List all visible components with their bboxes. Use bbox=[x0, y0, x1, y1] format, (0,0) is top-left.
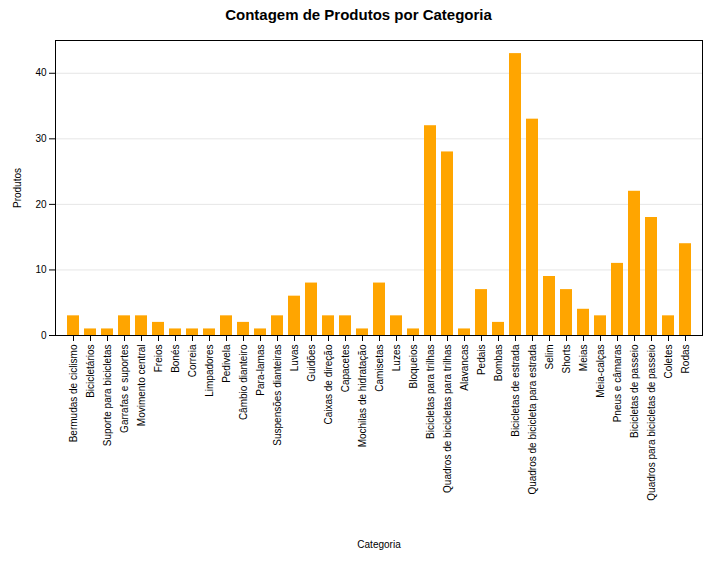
html-text:Contagem de Produtos por Categ: Contagem de Produtos por Categoria bbox=[225, 6, 492, 23]
svg-text:Suporte para bicicletas: Suporte para bicicletas bbox=[102, 345, 113, 447]
svg-text:Pneus e câmaras: Pneus e câmaras bbox=[612, 345, 623, 423]
svg-text:Limpadores: Limpadores bbox=[204, 345, 215, 397]
svg-text:20: 20 bbox=[35, 199, 47, 210]
svg-text:Bonés: Bonés bbox=[170, 345, 181, 373]
svg-text:0: 0 bbox=[41, 330, 47, 341]
svg-text:Luvas: Luvas bbox=[289, 345, 300, 372]
svg-text:40: 40 bbox=[35, 67, 47, 78]
svg-text:Garrafas e suportes: Garrafas e suportes bbox=[119, 345, 130, 433]
svg-text:30: 30 bbox=[35, 133, 47, 144]
svg-text:Pedais: Pedais bbox=[476, 345, 487, 376]
svg-text:Coletes: Coletes bbox=[663, 345, 674, 379]
svg-text:Produtos: Produtos bbox=[12, 168, 23, 208]
svg-text:Freios: Freios bbox=[153, 345, 164, 373]
svg-text:Bermudas de ciclismo: Bermudas de ciclismo bbox=[68, 344, 79, 442]
svg-text:Camisetas: Camisetas bbox=[374, 345, 385, 392]
svg-text:Correia: Correia bbox=[187, 344, 198, 377]
svg-text:Alavancas: Alavancas bbox=[459, 345, 470, 391]
svg-text:Bloqueios: Bloqueios bbox=[408, 345, 419, 389]
svg-text:Pedivela: Pedivela bbox=[221, 344, 232, 383]
svg-text:Luzes: Luzes bbox=[391, 345, 402, 372]
svg-text:Categoria: Categoria bbox=[357, 539, 401, 550]
svg-text:Quadros para bicicletas de pas: Quadros para bicicletas de passeio bbox=[646, 344, 657, 501]
svg-text:Bicicletários: Bicicletários bbox=[85, 345, 96, 398]
svg-text:Rodas: Rodas bbox=[680, 345, 691, 374]
svg-text:Selim: Selim bbox=[544, 345, 555, 370]
svg-text:Movimento central: Movimento central bbox=[136, 345, 147, 427]
svg-text:Suspensões dianteiras: Suspensões dianteiras bbox=[272, 345, 283, 446]
svg-text:Guidões: Guidões bbox=[306, 345, 317, 382]
svg-text:Câmbio dianteiro: Câmbio dianteiro bbox=[238, 344, 249, 420]
svg-text:Capacetes: Capacetes bbox=[340, 345, 351, 393]
svg-text:Quadros de bicicleta para estr: Quadros de bicicleta para estrada bbox=[527, 344, 538, 495]
svg-text:10: 10 bbox=[35, 264, 47, 275]
svg-text:Bicicletas de passeio: Bicicletas de passeio bbox=[629, 344, 640, 438]
svg-text:Shorts: Shorts bbox=[561, 345, 572, 374]
svg-text:Bicicletas de estrada: Bicicletas de estrada bbox=[510, 344, 521, 437]
svg-text:Para-lamas: Para-lamas bbox=[255, 345, 266, 396]
svg-text:Mochilas de hidratação: Mochilas de hidratação bbox=[357, 344, 368, 447]
svg-text:Meia-calças: Meia-calças bbox=[595, 345, 606, 398]
svg-text:Bicicletas para trilhas: Bicicletas para trilhas bbox=[425, 345, 436, 439]
svg-text:Quadros de bicicletas para tri: Quadros de bicicletas para trilhas bbox=[442, 345, 453, 493]
svg-text:Bombas: Bombas bbox=[493, 345, 504, 382]
svg-text:Caixas de direção: Caixas de direção bbox=[323, 344, 334, 424]
svg-text:Meias: Meias bbox=[578, 345, 589, 372]
